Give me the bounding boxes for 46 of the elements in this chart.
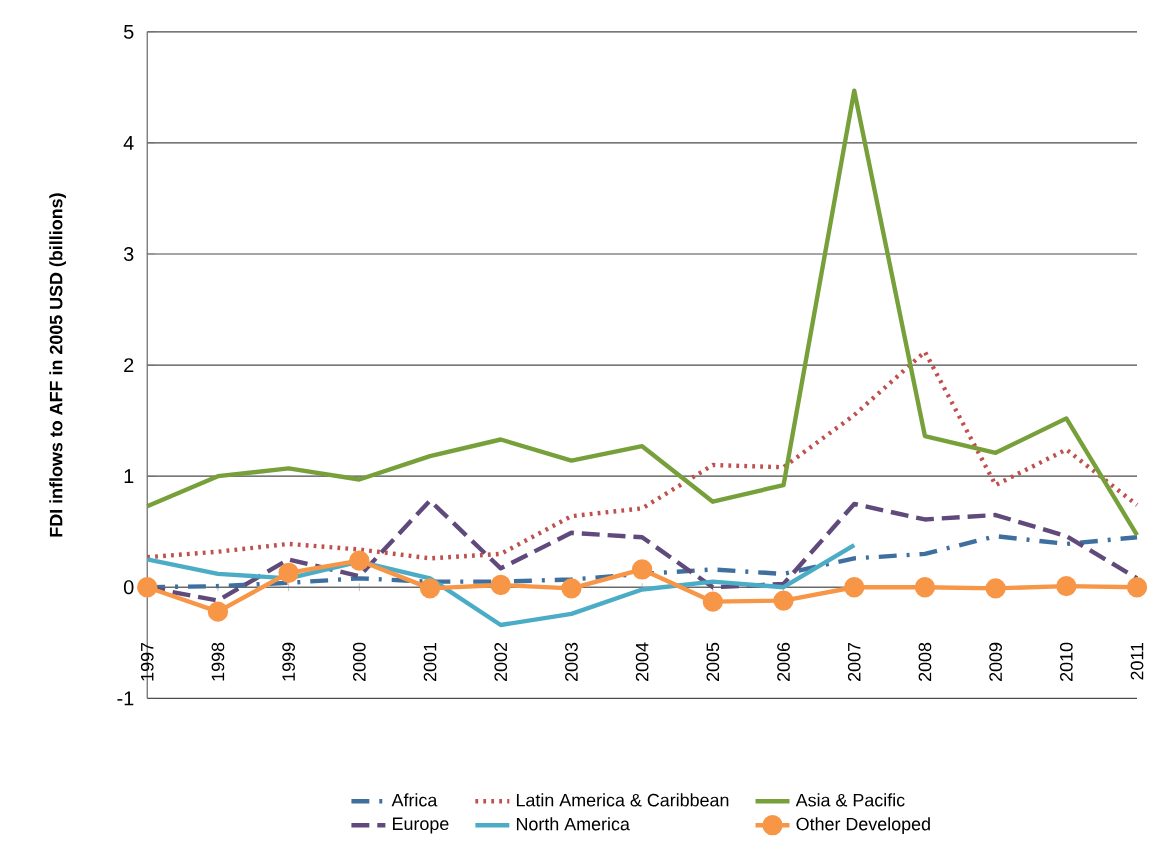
legend-label: Other Developed <box>796 817 930 834</box>
x-tick-label: 2003 <box>565 642 578 681</box>
point <box>349 550 370 571</box>
x-tick-label: 2009 <box>989 642 1002 681</box>
point <box>207 601 229 622</box>
legend-label: Africa <box>391 793 438 807</box>
x-tick-label: 2010 <box>1059 642 1073 681</box>
y-tick-label: 5 <box>123 24 134 39</box>
point <box>490 574 511 596</box>
point <box>702 591 723 612</box>
y-tick-label: 3 <box>123 246 134 261</box>
legend-label: Latin America & Caribbean <box>516 793 729 807</box>
legend-label: Europe <box>393 817 449 834</box>
x-tick-label: 2002 <box>494 642 508 681</box>
point <box>278 562 299 583</box>
x-tick-label: 2007 <box>847 642 861 681</box>
point <box>419 578 441 599</box>
point <box>844 577 865 598</box>
y-tick-label: 0 <box>123 580 134 595</box>
x-tick-label: 2011 <box>1130 642 1144 680</box>
x-tick-label: 2008 <box>918 642 932 681</box>
x-tick-label: 2004 <box>635 642 649 681</box>
legend-label: Asia & Pacific <box>795 793 905 807</box>
point <box>773 590 794 611</box>
x-tick-label: 2006 <box>777 642 790 681</box>
y-tick-label: 2 <box>124 358 134 372</box>
point <box>631 559 653 580</box>
y-tick-label: -1 <box>117 691 134 706</box>
point <box>1056 575 1077 597</box>
line-series <box>145 542 857 628</box>
x-tick-label: 2000 <box>352 642 366 681</box>
x-tick-label: 1999 <box>282 642 295 681</box>
line-series <box>145 88 1140 538</box>
y-axis-title: FDI inflows to AFF in 2005 USD (billions) <box>49 193 66 537</box>
point <box>561 578 582 599</box>
point <box>137 577 158 598</box>
x-tick-label: 1997 <box>140 642 154 681</box>
point <box>985 578 1006 599</box>
y-tick-label: 1 <box>124 469 134 483</box>
x-tick-label: 2001 <box>423 642 437 681</box>
legend-label: North America <box>516 817 630 831</box>
x-tick-label: 2005 <box>706 642 720 681</box>
y-tick-label: 4 <box>123 135 134 150</box>
point <box>1126 577 1148 598</box>
x-tick-label: 1998 <box>211 642 225 681</box>
point <box>914 577 936 598</box>
